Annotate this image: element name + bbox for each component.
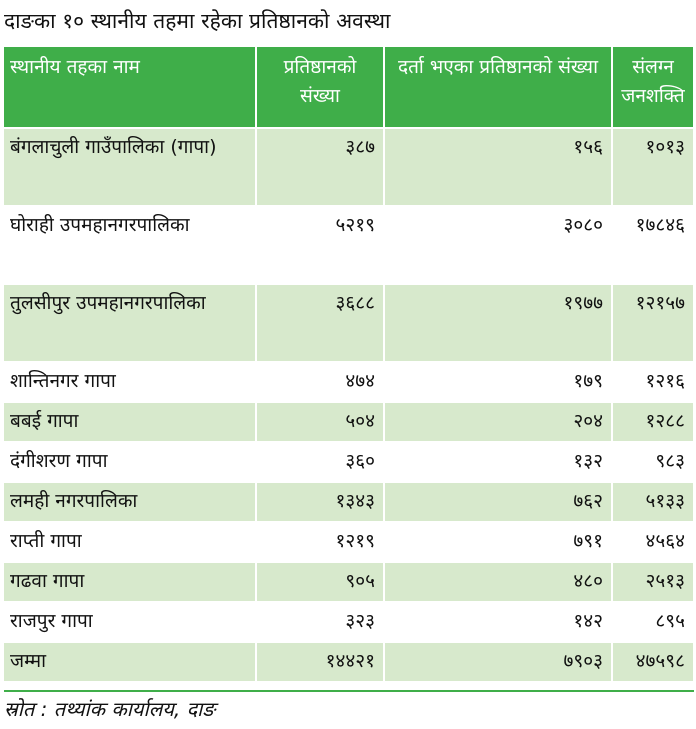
- cell-establishments: १३४३: [256, 482, 385, 523]
- cell-manpower: १२८८: [612, 402, 695, 443]
- total-manpower: ४७५९८: [612, 642, 695, 683]
- cell-registered: ७९१: [384, 522, 613, 563]
- table-row: बंगलाचुली गाउँपालिका (गापा) ३८७ १५६ १०१३: [4, 128, 695, 207]
- cell-name: दंगीशरण गापा: [4, 442, 257, 483]
- cell-establishments: ३६०: [256, 442, 385, 483]
- cell-name: घोराही उपमहानगरपालिका: [4, 206, 257, 285]
- cell-establishments: ५२१९: [256, 206, 385, 285]
- cell-establishments: ४७४: [256, 362, 385, 403]
- cell-establishments: ३६८८: [256, 284, 385, 363]
- cell-registered: १५६: [384, 128, 613, 207]
- table-row: शान्तिनगर गापा ४७४ १७९ १२१६: [4, 362, 695, 403]
- total-registered: ७९०३: [384, 642, 613, 683]
- cell-manpower: २५१३: [612, 562, 695, 603]
- cell-manpower: ५१३३: [612, 482, 695, 523]
- cell-registered: १३२: [384, 442, 613, 483]
- header-local-body-name: स्थानीय तहका नाम: [4, 47, 257, 129]
- cell-manpower: १२१५७: [612, 284, 695, 363]
- cell-name: राजपुर गापा: [4, 602, 257, 643]
- cell-name: तुलसीपुर उपमहानगरपालिका: [4, 284, 257, 363]
- table-row: गढवा गापा ९०५ ४८० २५१३: [4, 562, 695, 603]
- cell-manpower: १७८४६: [612, 206, 695, 285]
- table-row: दंगीशरण गापा ३६० १३२ ९८३: [4, 442, 695, 483]
- cell-registered: २०४: [384, 402, 613, 443]
- cell-manpower: १०१३: [612, 128, 695, 207]
- cell-establishments: १२१९: [256, 522, 385, 563]
- cell-name: शान्तिनगर गापा: [4, 362, 257, 403]
- table-row: राप्ती गापा १२१९ ७९१ ४५६४: [4, 522, 695, 563]
- cell-establishments: ५०४: [256, 402, 385, 443]
- cell-name: राप्ती गापा: [4, 522, 257, 563]
- total-establishments: १४४२१: [256, 642, 385, 683]
- table-row: बबई गापा ५०४ २०४ १२८८: [4, 402, 695, 443]
- total-label: जम्मा: [4, 642, 257, 683]
- cell-registered: ७६२: [384, 482, 613, 523]
- cell-manpower: ८९५: [612, 602, 695, 643]
- cell-establishments: ९०५: [256, 562, 385, 603]
- cell-name: लमही नगरपालिका: [4, 482, 257, 523]
- cell-registered: १४२: [384, 602, 613, 643]
- table-title: दाङका १० स्थानीय तहमा रहेका प्रतिष्ठानको…: [4, 9, 391, 33]
- cell-name: गढवा गापा: [4, 562, 257, 603]
- cell-registered: ३०८०: [384, 206, 613, 285]
- header-registered-count: दर्ता भएका प्रतिष्ठानको संख्या: [384, 47, 613, 129]
- source-note: स्रोत : तथ्यांक कार्यालय, दाङ: [4, 690, 694, 726]
- table-row: राजपुर गापा ३२३ १४२ ८९५: [4, 602, 695, 643]
- total-row: जम्मा १४४२१ ७९०३ ४७५९८: [4, 642, 695, 683]
- cell-registered: १७९: [384, 362, 613, 403]
- cell-establishments: ३२३: [256, 602, 385, 643]
- establishments-table: स्थानीय तहका नाम प्रतिष्ठानको संख्या दर्…: [4, 47, 695, 683]
- table-row: लमही नगरपालिका १३४३ ७६२ ५१३३: [4, 482, 695, 523]
- cell-manpower: ४५६४: [612, 522, 695, 563]
- header-manpower: संलग्न जनशक्ति: [612, 47, 695, 129]
- header-establishment-count: प्रतिष्ठानको संख्या: [256, 47, 385, 129]
- header-row: स्थानीय तहका नाम प्रतिष्ठानको संख्या दर्…: [4, 47, 695, 129]
- cell-establishments: ३८७: [256, 128, 385, 207]
- table-row: तुलसीपुर उपमहानगरपालिका ३६८८ १९७७ १२१५७: [4, 284, 695, 363]
- cell-manpower: १२१६: [612, 362, 695, 403]
- cell-manpower: ९८३: [612, 442, 695, 483]
- cell-name: बंगलाचुली गाउँपालिका (गापा): [4, 128, 257, 207]
- cell-registered: १९७७: [384, 284, 613, 363]
- cell-name: बबई गापा: [4, 402, 257, 443]
- table-row: घोराही उपमहानगरपालिका ५२१९ ३०८० १७८४६: [4, 206, 695, 285]
- cell-registered: ४८०: [384, 562, 613, 603]
